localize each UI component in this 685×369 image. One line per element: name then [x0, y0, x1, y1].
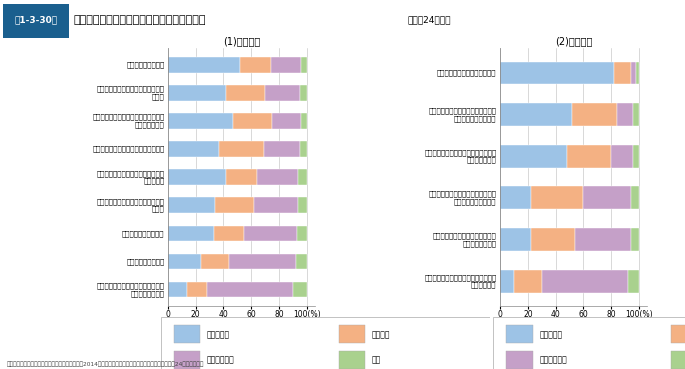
Bar	[631, 62, 636, 85]
Bar	[500, 228, 531, 251]
Text: 赤ちゃんのおむつをかえたり，ミルク
をあげたこと: 赤ちゃんのおむつをかえたり，ミルク をあげたこと	[425, 274, 497, 289]
Bar	[338, 351, 365, 369]
Bar	[301, 57, 307, 73]
Bar	[168, 169, 226, 185]
Bar	[296, 254, 307, 269]
Bar	[631, 228, 639, 251]
Bar	[500, 186, 531, 210]
Bar	[611, 145, 634, 168]
Bar	[628, 270, 639, 293]
Bar	[500, 270, 514, 293]
Bar	[226, 85, 265, 101]
Bar	[257, 169, 299, 185]
Bar	[572, 103, 617, 126]
Bar	[240, 57, 271, 73]
Text: 海や川で泳いだこと: 海や川で泳いだこと	[126, 62, 164, 68]
Text: 少しある: 少しある	[371, 330, 390, 339]
Bar	[671, 325, 685, 343]
Title: (2)生活体験: (2)生活体験	[555, 36, 593, 46]
Bar	[174, 351, 201, 369]
Bar	[636, 62, 639, 85]
Bar	[168, 282, 187, 297]
Bar	[299, 169, 307, 185]
Bar	[671, 351, 685, 369]
Bar	[616, 103, 634, 126]
Bar	[226, 169, 257, 185]
Bar	[168, 85, 226, 101]
Bar	[300, 85, 307, 101]
Bar	[245, 225, 297, 241]
Bar	[631, 186, 639, 210]
Bar	[271, 57, 301, 73]
Text: ロープウェイやリフトを使わずに高
い山に登ったこと: ロープウェイやリフトを使わずに高 い山に登ったこと	[97, 282, 164, 297]
Bar	[168, 254, 201, 269]
Text: 太陽が昇るところや沈むところを見
たこと: 太陽が昇るところや沈むところを見 たこと	[97, 198, 164, 212]
Bar	[531, 186, 584, 210]
Text: チョウやトンボ，バッタなどの昆虫を
つかまえたこと: チョウやトンボ，バッタなどの昆虫を つかまえたこと	[92, 114, 164, 128]
Bar	[168, 57, 240, 73]
Bar	[575, 228, 631, 251]
Bar	[301, 113, 307, 129]
Bar	[293, 282, 307, 297]
Bar	[168, 225, 214, 241]
Text: 不明: 不明	[371, 356, 381, 365]
Bar	[506, 351, 533, 369]
Bar	[265, 85, 300, 101]
Text: 海や川で貝を取ったり，魚を釣った
りしたこと: 海や川で貝を取ったり，魚を釣った りしたこと	[97, 170, 164, 184]
Text: 大きな木に登ったこと: 大きな木に登ったこと	[122, 230, 164, 237]
Bar	[201, 254, 229, 269]
Text: （出典）独立行政法人国立青少年教育振興機構（2014）「青少年の体験活動等に関する実態調査（平成24年度調査）」: （出典）独立行政法人国立青少年教育振興機構（2014）「青少年の体験活動等に関す…	[7, 362, 204, 367]
Text: 小さい子どもを背負ったり，遙んであ
げたりしたこと: 小さい子どもを背負ったり，遙んであ げたりしたこと	[425, 149, 497, 163]
Text: 何度もある: 何度もある	[539, 330, 562, 339]
Bar	[614, 62, 631, 85]
Bar	[272, 113, 301, 129]
Bar	[584, 186, 631, 210]
Bar	[566, 145, 611, 168]
Bar	[214, 225, 245, 241]
Bar	[297, 225, 307, 241]
Bar	[500, 103, 572, 126]
Bar	[514, 270, 542, 293]
Bar	[500, 62, 614, 85]
Bar	[542, 270, 628, 293]
Bar	[215, 197, 254, 213]
Bar	[264, 141, 300, 157]
Bar	[338, 325, 365, 343]
Title: (1)自然体験: (1)自然体験	[223, 36, 260, 46]
Text: ナイフや包丁で，果物の皮をむいた
り，野菜を切ったこと: ナイフや包丁で，果物の皮をむいた り，野菜を切ったこと	[429, 107, 497, 122]
Bar	[207, 282, 293, 297]
FancyBboxPatch shape	[3, 4, 68, 38]
Text: タオルやぞうきんを搆ったこと: タオルやぞうきんを搆ったこと	[437, 70, 497, 76]
Text: 弱い者いじめや喧嘗をやめさせた
り，注意したこと: 弱い者いじめや喧嘗をやめさせた り，注意したこと	[433, 232, 497, 247]
Bar	[531, 228, 575, 251]
Bar	[299, 197, 307, 213]
Bar	[174, 325, 201, 343]
Bar	[233, 113, 272, 129]
Text: 夜空いっぱいに輝く星をゆっくり見
たこと: 夜空いっぱいに輝く星をゆっくり見 たこと	[97, 86, 164, 100]
Text: 第1-3-30図: 第1-3-30図	[14, 15, 57, 24]
Bar	[219, 141, 264, 157]
Bar	[168, 141, 219, 157]
Bar	[168, 197, 215, 213]
Bar	[254, 197, 299, 213]
Text: キャンプをしたこと: キャンプをしたこと	[126, 258, 164, 265]
Text: ほとんどない: ほとんどない	[539, 356, 567, 365]
Text: 何度もある: 何度もある	[207, 330, 230, 339]
Bar	[506, 325, 533, 343]
Bar	[500, 145, 566, 168]
Text: 道路や公園などに捨てられているゴ
ミを拾ったりしたこと: 道路や公園などに捨てられているゴ ミを拾ったりしたこと	[429, 191, 497, 205]
Text: （平成24年度）: （平成24年度）	[408, 15, 451, 24]
Text: 子どもがしたことがある自然体験・社会体験: 子どもがしたことがある自然体験・社会体験	[74, 15, 206, 25]
Bar	[187, 282, 207, 297]
Bar	[229, 254, 296, 269]
Bar	[634, 103, 639, 126]
Bar	[300, 141, 307, 157]
Text: ほとんどない: ほとんどない	[207, 356, 235, 365]
Bar	[634, 145, 639, 168]
Bar	[168, 113, 233, 129]
Text: 野鳥を見たり，鳴く声をを聞いたこと: 野鳥を見たり，鳴く声をを聞いたこと	[92, 146, 164, 152]
